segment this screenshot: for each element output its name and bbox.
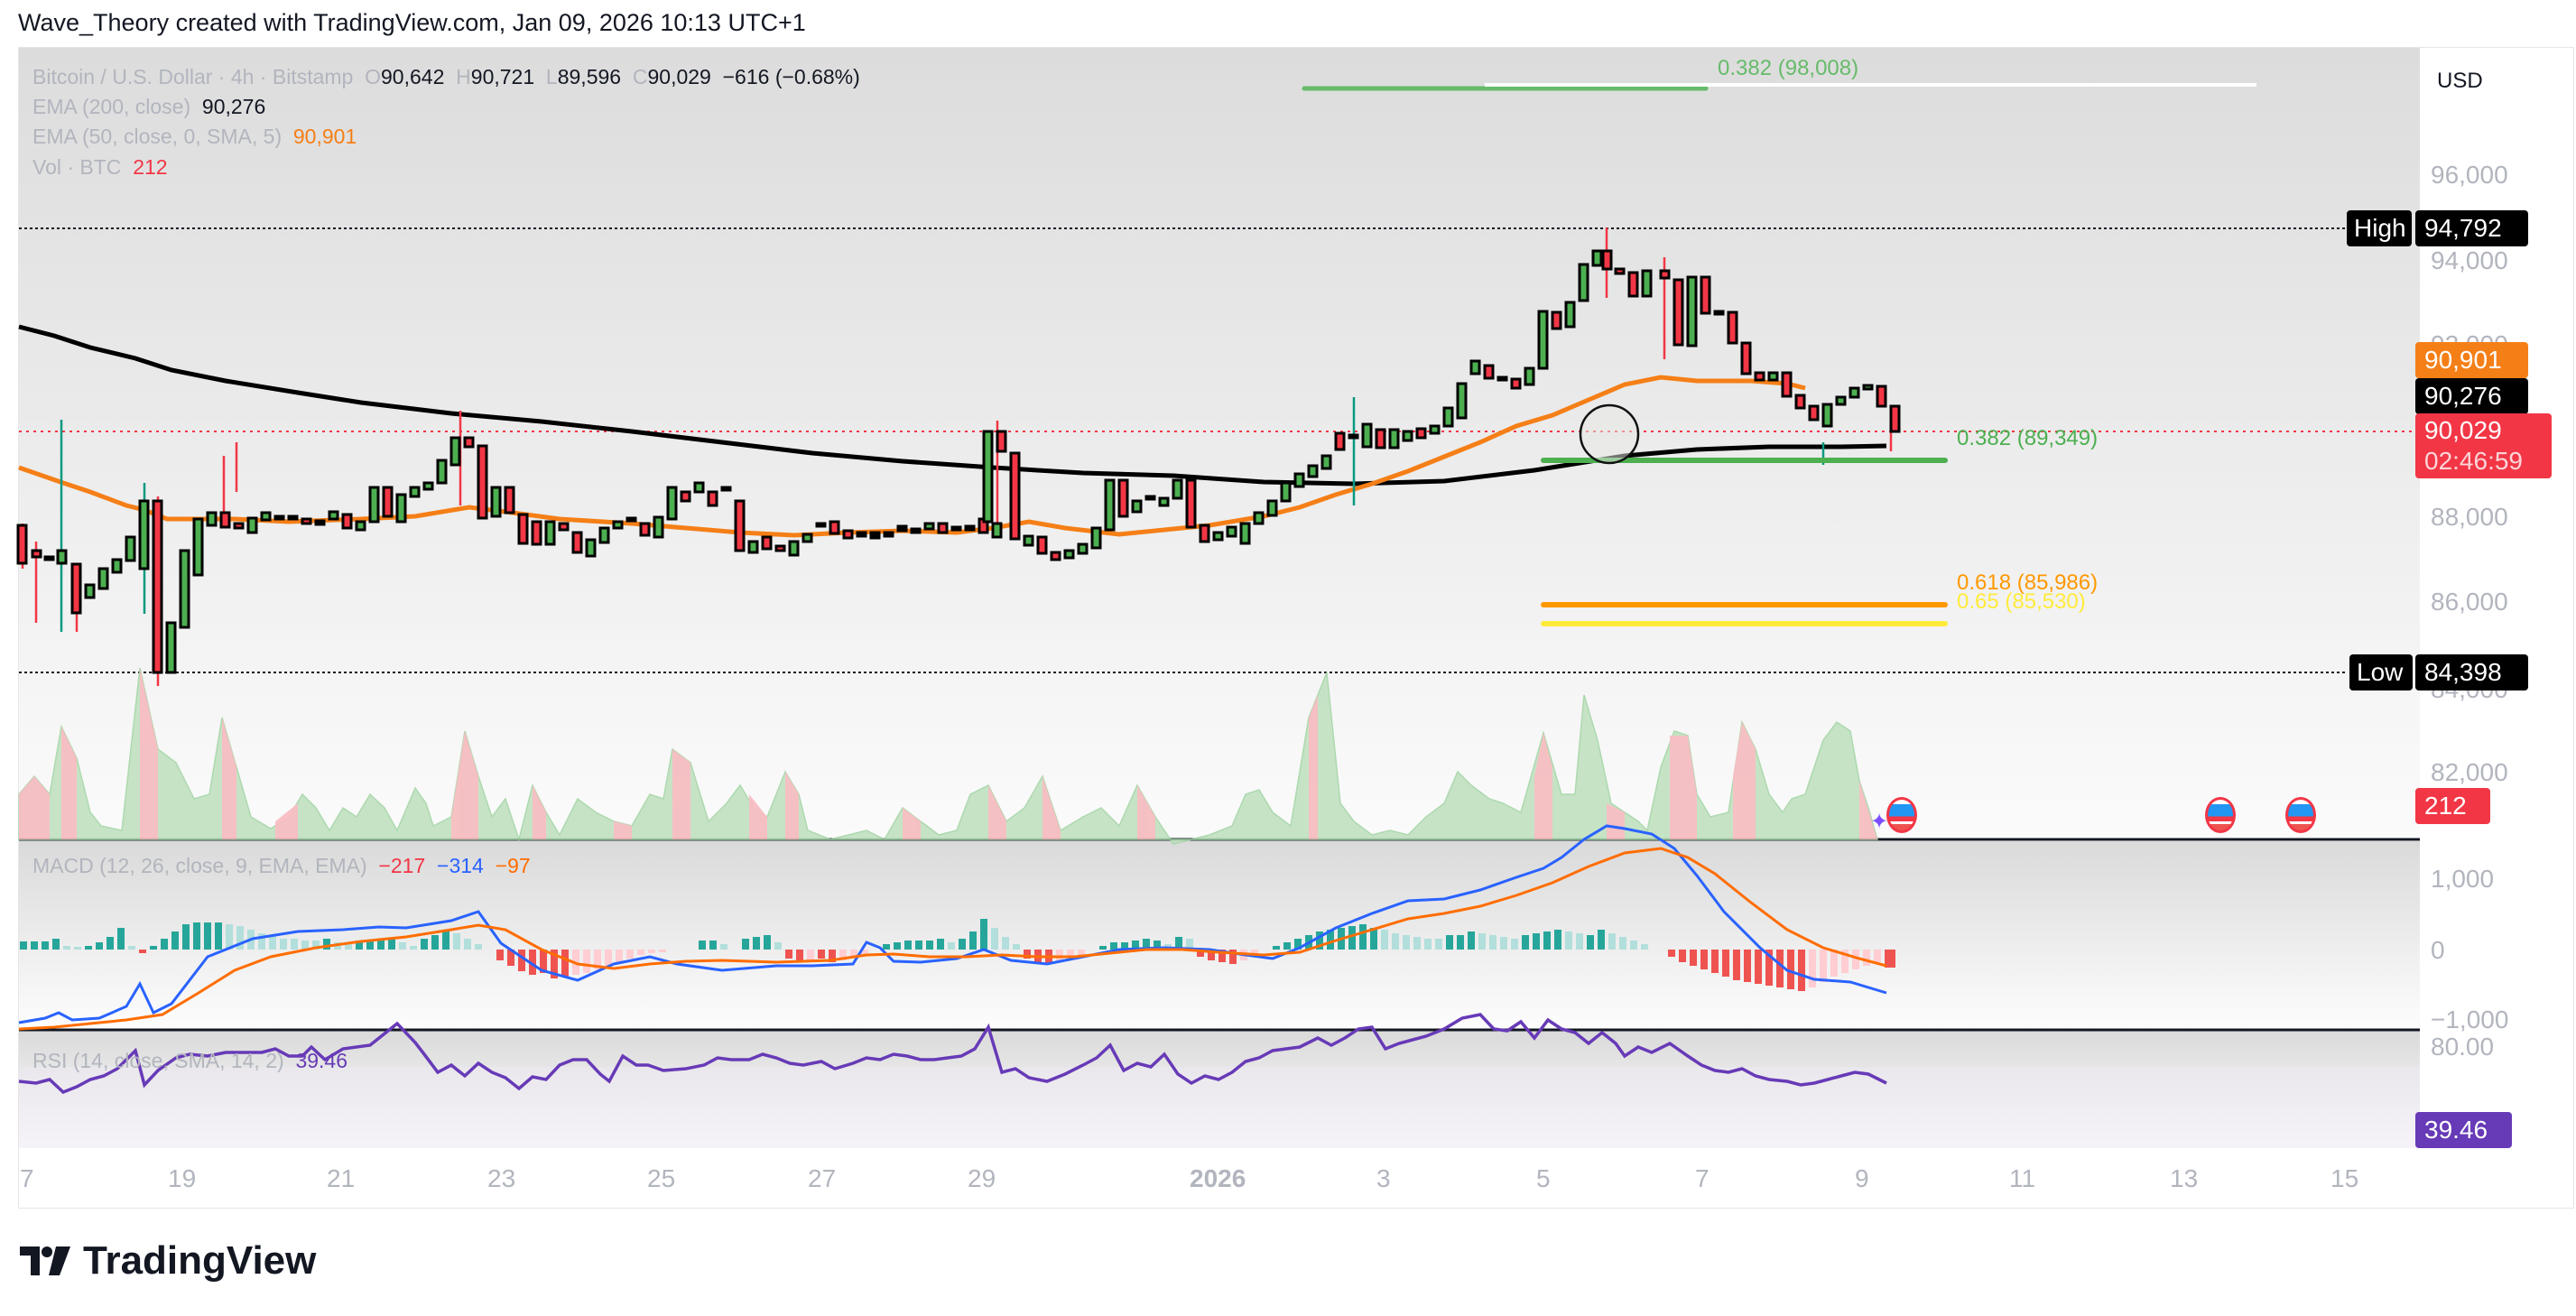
- macd-hist-value: −217: [378, 854, 426, 877]
- macd-tick: 0: [2431, 936, 2445, 964]
- volume-tag: 212: [2415, 788, 2490, 824]
- ema200-legend[interactable]: EMA (200, close) 90,276: [32, 95, 266, 118]
- currency-button[interactable]: USD: [2423, 58, 2553, 105]
- price-pane: [19, 48, 2420, 839]
- bar-countdown: 02:46:59: [2424, 447, 2523, 475]
- low-label-tag: Low: [2349, 654, 2413, 690]
- sparkle-icon[interactable]: ✦: [1870, 810, 1889, 834]
- signal-line: [18, 847, 1887, 1031]
- macd-tick: 1,000: [2431, 865, 2495, 893]
- high-value-tag: 94,792: [2415, 210, 2528, 246]
- volume-value: 212: [133, 155, 168, 179]
- fib-label-85530: 0.65 (85,530): [1957, 589, 2086, 614]
- chart-canvas[interactable]: [0, 0, 2576, 1209]
- macd-signal-value: −97: [495, 854, 531, 877]
- ohlc-close: 90,029: [647, 65, 711, 88]
- time-tick: 21: [327, 1164, 356, 1192]
- macd-value: −314: [437, 854, 484, 877]
- tradingview-logo-text: TradingView: [83, 1238, 317, 1283]
- rsi-value-tag: 39.46: [2415, 1112, 2512, 1148]
- ohlc-open: 90,642: [381, 65, 445, 88]
- ema200-value: 90,276: [201, 95, 266, 118]
- us-flag-event-icon[interactable]: [1886, 797, 1917, 833]
- us-flag-event-icon[interactable]: [2205, 797, 2236, 833]
- ema50-value: 90,901: [292, 125, 357, 148]
- symbol-legend[interactable]: Bitcoin / U.S. Dollar · 4h · Bitstamp O9…: [32, 65, 860, 88]
- rsi-tick: 80.00: [2431, 1033, 2495, 1061]
- macd-legend[interactable]: MACD (12, 26, close, 9, EMA, EMA) −217 −…: [32, 854, 531, 877]
- chart-credit: Wave_Theory created with TradingView.com…: [18, 9, 806, 36]
- low-value-tag: 84,398: [2415, 654, 2528, 690]
- time-tick-year: 2026: [1190, 1164, 1246, 1192]
- time-tick: 19: [168, 1164, 197, 1192]
- tradingview-logo-icon: [20, 1246, 70, 1275]
- time-tick: 27: [808, 1164, 837, 1192]
- time-tick: 25: [647, 1164, 676, 1192]
- last-price-value: 90,029: [2424, 416, 2502, 444]
- macd-histogram: [20, 919, 1895, 991]
- time-tick: 29: [968, 1164, 996, 1192]
- price-tick: 88,000: [2431, 503, 2508, 531]
- time-tick: 7: [20, 1164, 34, 1192]
- time-tick: 23: [487, 1164, 516, 1192]
- time-tick: 5: [1536, 1164, 1551, 1192]
- tradingview-logo[interactable]: TradingView: [20, 1238, 316, 1284]
- symbol-name: Bitcoin / U.S. Dollar · 4h · Bitstamp: [32, 65, 354, 88]
- ohlc-low: 89,596: [557, 65, 622, 88]
- price-tick: 82,000: [2431, 758, 2508, 786]
- fib-label-89349: 0.382 (89,349): [1957, 426, 2099, 450]
- price-tick: 86,000: [2431, 588, 2508, 616]
- time-tick: 9: [1855, 1164, 1869, 1192]
- last-price-tag: 90,029 02:46:59: [2415, 413, 2552, 478]
- rsi-line: [18, 1013, 1887, 1095]
- high-label-tag: High: [2347, 210, 2412, 246]
- fib-label-98008: 0.382 (98,008): [1718, 56, 1859, 80]
- us-flag-event-icon[interactable]: [2285, 797, 2316, 833]
- price-tick: 94,000: [2431, 246, 2508, 274]
- time-tick: 13: [2170, 1164, 2199, 1192]
- ema50-price-tag: 90,901: [2415, 342, 2528, 378]
- macd-line: [18, 824, 1887, 1024]
- ema50-legend[interactable]: EMA (50, close, 0, SMA, 5) 90,901: [32, 125, 357, 148]
- fib-label-85986: 0.618 (85,986): [1957, 570, 2099, 595]
- ema200-price-tag: 90,276: [2415, 378, 2528, 414]
- macd-tick: −1,000: [2431, 1006, 2509, 1033]
- ohlc-high: 90,721: [470, 65, 535, 88]
- volume-area: [18, 667, 1878, 845]
- rsi-value: 39.46: [295, 1049, 348, 1072]
- time-tick: 11: [2009, 1164, 2036, 1192]
- time-tick: 7: [1695, 1164, 1710, 1192]
- volume-legend[interactable]: Vol · BTC 212: [32, 155, 168, 179]
- rsi-legend[interactable]: RSI (14, close, SMA, 14, 2) 39.46: [32, 1049, 348, 1072]
- cross-highlight-circle: [1579, 403, 1640, 465]
- time-tick: 3: [1376, 1164, 1391, 1192]
- time-tick: 15: [2330, 1164, 2359, 1192]
- candles: [16, 227, 1901, 686]
- ohlc-change: −616 (−0.68%): [722, 65, 860, 88]
- price-tick: 96,000: [2431, 161, 2508, 189]
